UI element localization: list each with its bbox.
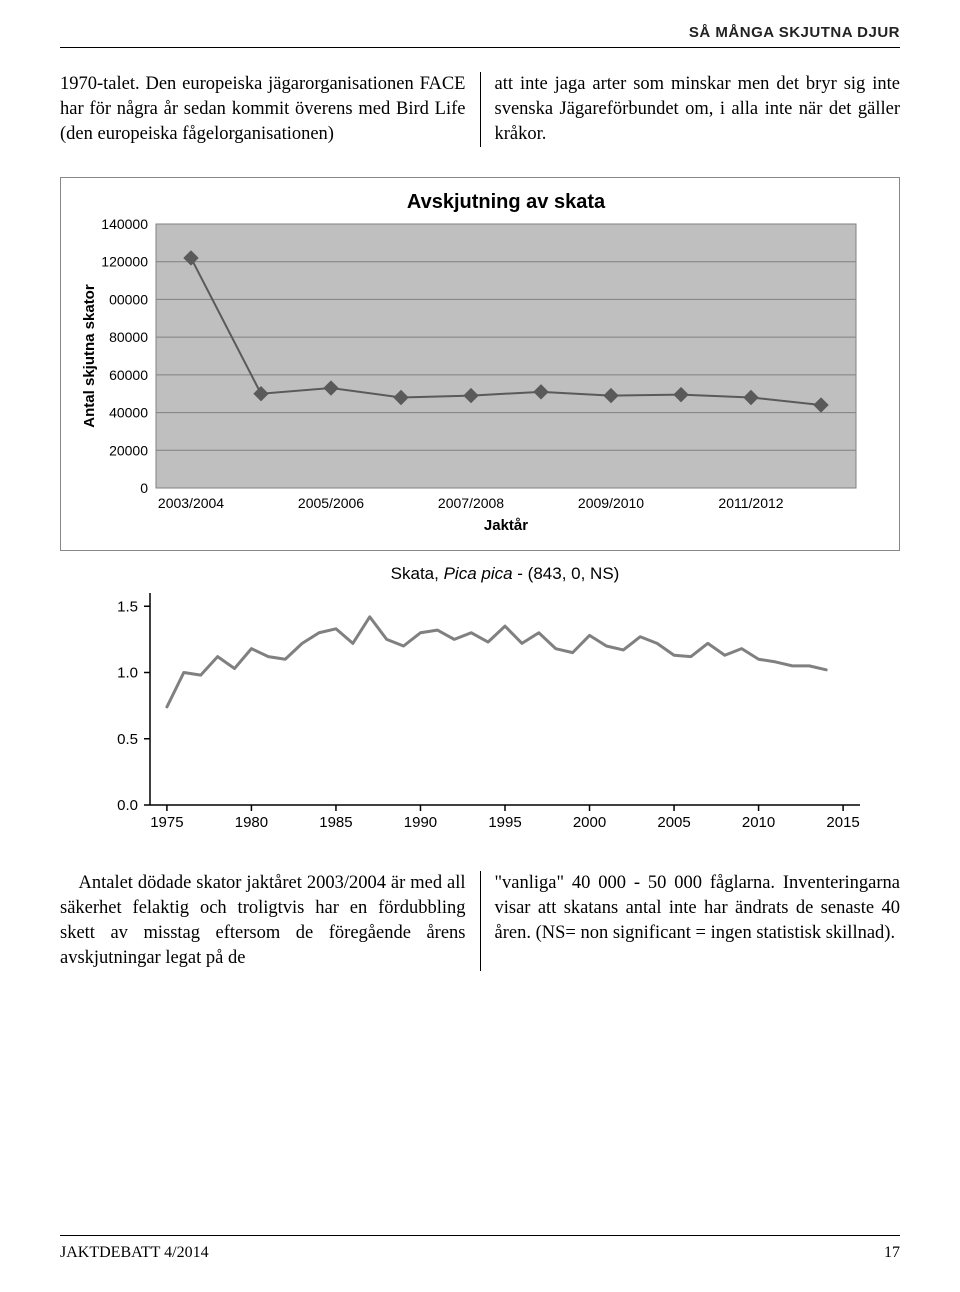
svg-text:2007/2008: 2007/2008	[438, 495, 504, 511]
svg-text:80000: 80000	[109, 329, 148, 345]
svg-text:20000: 20000	[109, 442, 148, 458]
svg-text:Jaktår: Jaktår	[484, 517, 528, 534]
svg-text:1990: 1990	[404, 814, 437, 831]
svg-text:1985: 1985	[319, 814, 352, 831]
section-header: SÅ MÅNGA SKJUTNA DJUR	[60, 24, 900, 41]
svg-text:40000: 40000	[109, 404, 148, 420]
svg-text:Avskjutning av skata: Avskjutning av skata	[407, 191, 606, 213]
svg-text:1980: 1980	[235, 814, 268, 831]
chart1-box: Avskjutning av skata 0 20000 40000 60000 8000…	[60, 177, 900, 551]
svg-text:1975: 1975	[150, 814, 183, 831]
svg-text:2005: 2005	[657, 814, 690, 831]
svg-text:140000: 140000	[101, 216, 148, 232]
svg-text:0: 0	[140, 480, 148, 496]
top-paragraph-columns: 1970-talet. Den europeiska jägaror­ganis…	[60, 72, 900, 147]
bottom-left-column: Antalet dödade skator jaktåret 2003/2004…	[60, 871, 481, 971]
bottom-right-column: "vanliga" 40 000 - 50 000 fåglarna. Inve…	[481, 871, 901, 971]
top-right-column: att inte jaga arter som minskar men det …	[481, 72, 901, 147]
svg-text:2003/2004: 2003/2004	[158, 495, 224, 511]
footer-page-number: 17	[884, 1244, 900, 1262]
svg-text:2000: 2000	[573, 814, 606, 831]
header-rule	[60, 47, 900, 48]
svg-text:0.0: 0.0	[117, 797, 138, 814]
chart1: Avskjutning av skata 0 20000 40000 60000 8000…	[71, 188, 881, 538]
svg-text:1.0: 1.0	[117, 664, 138, 681]
bottom-paragraph-columns: Antalet dödade skator jaktåret 2003/2004…	[60, 871, 900, 971]
chart2-svg: Skata, Pica pica - (843, 0, NS) 0.0 0.5 1.0…	[60, 563, 900, 843]
footer-journal: JAKTDEBATT 4/2014	[60, 1244, 209, 1262]
svg-text:2015: 2015	[826, 814, 859, 831]
svg-text:60000: 60000	[109, 367, 148, 383]
footer-rule	[60, 1235, 900, 1236]
svg-text:Antal skjutna skator: Antal skjutna skator	[81, 284, 98, 428]
svg-text:2009/2010: 2009/2010	[578, 495, 644, 511]
svg-text:2011/2012: 2011/2012	[718, 495, 783, 511]
svg-text:Skata, Pica pica - (843, 0, NS: Skata, Pica pica - (843, 0, NS)	[391, 564, 620, 583]
svg-text:1995: 1995	[488, 814, 521, 831]
svg-text:120000: 120000	[101, 254, 148, 270]
chart2-container: Skata, Pica pica - (843, 0, NS) 0.0 0.5 1.0…	[60, 563, 900, 843]
svg-text:2005/2006: 2005/2006	[298, 495, 364, 511]
top-left-column: 1970-talet. Den europeiska jägaror­ganis…	[60, 72, 481, 147]
svg-text:00000: 00000	[109, 291, 148, 307]
svg-text:1.5: 1.5	[117, 598, 138, 615]
chart2: Skata, Pica pica - (843, 0, NS) 0.0 0.5 1.0…	[60, 563, 900, 843]
chart1-container: Avskjutning av skata 0 20000 40000 60000 8000…	[60, 177, 900, 551]
svg-text:2010: 2010	[742, 814, 775, 831]
svg-text:0.5: 0.5	[117, 731, 138, 748]
page-footer: JAKTDEBATT 4/2014 17	[60, 1235, 900, 1262]
chart1-svg: Avskjutning av skata 0 20000 40000 60000 8000…	[71, 188, 881, 538]
